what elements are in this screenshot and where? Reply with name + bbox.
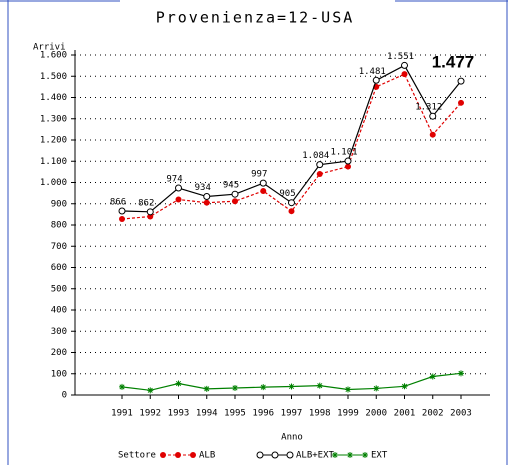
point xyxy=(175,380,182,387)
y-tick-label: 1.500 xyxy=(40,72,67,82)
data-label: 1.084 xyxy=(302,151,329,161)
point xyxy=(429,112,437,120)
point xyxy=(345,386,351,393)
y-tick-label: 700 xyxy=(51,242,67,252)
y-tick-label: 1.000 xyxy=(40,178,67,188)
legend-marker xyxy=(256,451,264,459)
legend-marker xyxy=(362,452,368,458)
y-tick-label: 600 xyxy=(51,263,67,273)
point xyxy=(260,384,267,391)
x-tick-label: 2001 xyxy=(394,409,416,419)
y-tick-label: 1.400 xyxy=(40,93,67,103)
x-tick-label: 1998 xyxy=(309,409,331,419)
point xyxy=(316,382,323,389)
point xyxy=(260,188,267,194)
legend-marker xyxy=(271,451,279,459)
x-tick-label: 1995 xyxy=(224,409,246,419)
x-tick-label: 2000 xyxy=(365,409,387,419)
data-label: 1.101 xyxy=(330,148,357,158)
data-label: 866 xyxy=(110,197,126,207)
x-tick-label: 1999 xyxy=(337,409,359,419)
point xyxy=(146,208,154,216)
point xyxy=(373,385,380,392)
y-tick-label: 1.200 xyxy=(40,136,67,146)
y-tick-label: 1.300 xyxy=(40,114,67,124)
point xyxy=(316,171,323,177)
point xyxy=(401,71,408,78)
point xyxy=(203,199,210,206)
legend-label: ALB+EXT xyxy=(296,451,335,461)
y-tick-label: 100 xyxy=(51,369,67,379)
point xyxy=(203,193,211,201)
point xyxy=(457,77,465,85)
y-axis-label: Arrivi xyxy=(33,43,66,53)
point xyxy=(401,383,408,390)
legend-marker xyxy=(175,452,181,458)
legend-marker xyxy=(286,451,294,459)
point xyxy=(345,163,351,170)
data-label: 1.312 xyxy=(415,103,442,113)
point xyxy=(232,198,238,205)
x-axis-label: Anno xyxy=(281,433,303,443)
point xyxy=(429,373,436,380)
y-tick-label: 800 xyxy=(51,221,67,231)
point xyxy=(429,131,436,138)
x-tick-label: 1991 xyxy=(111,409,133,419)
data-label: 974 xyxy=(166,175,182,185)
chart-title: Provenienza=12-USA xyxy=(156,9,355,27)
legend-marker xyxy=(190,452,196,458)
x-tick-label: 1994 xyxy=(196,409,218,419)
data-label: 997 xyxy=(251,170,267,180)
point xyxy=(458,370,464,377)
point xyxy=(288,383,295,390)
y-tick-label: 300 xyxy=(51,327,67,337)
point xyxy=(288,208,295,215)
point xyxy=(316,161,324,169)
legend-marker xyxy=(160,452,166,458)
point xyxy=(175,184,182,192)
y-tick-label: 1.600 xyxy=(40,51,67,61)
y-tick-label: 0 xyxy=(62,391,67,401)
y-tick-label: 200 xyxy=(51,348,67,358)
point xyxy=(147,213,154,220)
data-label: 1.477 xyxy=(432,53,475,72)
x-tick-label: 1997 xyxy=(281,409,303,419)
point xyxy=(232,384,238,391)
point xyxy=(147,387,154,394)
legend-title: Settore xyxy=(118,451,156,461)
data-label: 934 xyxy=(195,183,211,193)
y-tick-label: 1.100 xyxy=(40,157,67,167)
point xyxy=(458,99,464,106)
data-label: 1.551 xyxy=(387,52,414,62)
legend-marker xyxy=(347,452,353,458)
legend-label: ALB xyxy=(199,451,215,461)
legend-label: EXT xyxy=(371,451,388,461)
point xyxy=(401,61,408,69)
point xyxy=(288,199,295,207)
data-label: 1.481 xyxy=(359,67,386,77)
point xyxy=(372,76,380,84)
point xyxy=(203,385,210,392)
y-tick-label: 900 xyxy=(51,199,67,209)
data-label: 945 xyxy=(223,181,239,191)
x-tick-label: 2002 xyxy=(422,409,444,419)
data-label: 905 xyxy=(279,189,295,199)
legend-marker xyxy=(332,452,338,458)
y-tick-label: 400 xyxy=(51,306,67,316)
point xyxy=(175,196,182,203)
x-tick-label: 2003 xyxy=(450,409,472,419)
point xyxy=(344,157,352,165)
data-label: 862 xyxy=(138,198,154,208)
y-tick-label: 500 xyxy=(51,284,67,294)
x-tick-label: 1996 xyxy=(252,409,274,419)
point xyxy=(231,190,239,198)
point xyxy=(259,179,267,187)
point xyxy=(118,207,126,215)
point xyxy=(119,216,125,223)
x-tick-label: 1993 xyxy=(168,409,190,419)
point xyxy=(119,383,125,390)
x-tick-label: 1992 xyxy=(139,409,161,419)
